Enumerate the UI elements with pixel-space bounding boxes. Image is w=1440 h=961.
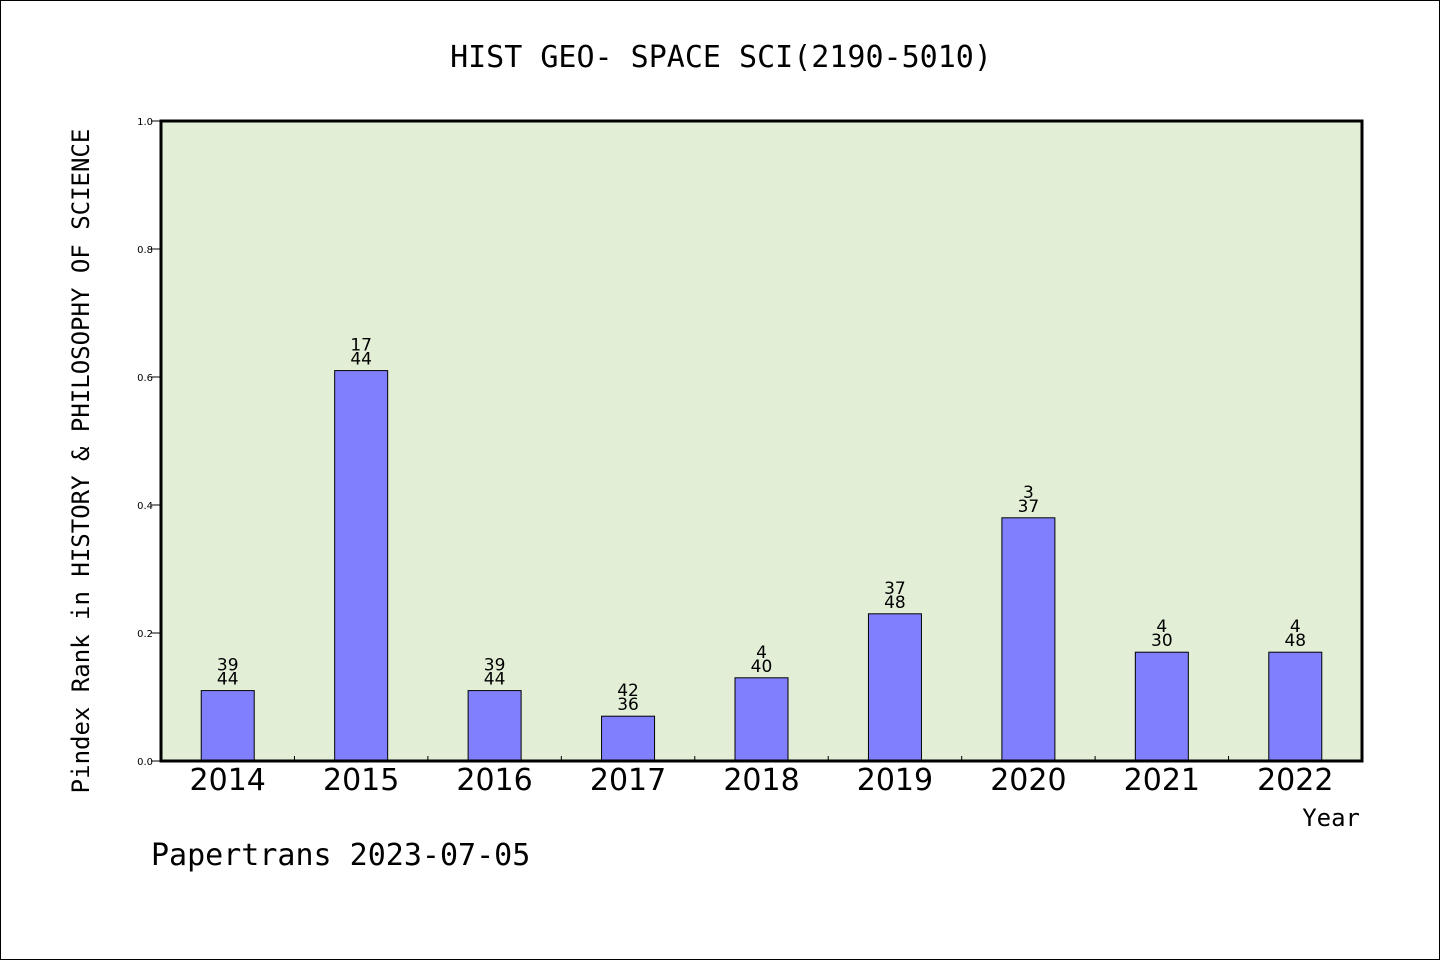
y-tick-label: 0.6 [137,373,153,384]
bar-2020 [1001,517,1056,762]
y-axis: 0.0 0.2 0.4 0.6 0.8 1.0 [137,117,161,768]
bar-2021 [1134,651,1189,762]
y-axis-label: Pindex Rank in HISTORY & PHILOSOPHY OF S… [67,129,95,794]
data-label-bottom: 48 [1284,631,1306,651]
bar-2019 [867,613,922,762]
data-label-top: 4 [1290,617,1301,637]
x-tick-label: 2015 [323,763,399,798]
x-axis: 2014 2015 2016 2017 2018 2019 2020 2021 2022 [190,756,1333,798]
y-tick-label: 0.0 [137,757,153,768]
chart-title: HIST GEO- SPACE SCI(2190-5010) [450,40,992,75]
x-tick-label: 2020 [990,763,1066,798]
data-label-bottom: 44 [217,670,239,690]
data-label-bottom: 40 [751,657,773,677]
data-label-top: 3 [1023,483,1034,503]
x-tick-label: 2014 [190,763,266,798]
y-tick-label: 0.2 [137,629,153,640]
x-tick-label: 2021 [1124,763,1200,798]
data-label-top: 39 [217,656,239,676]
y-tick-label: 0.8 [137,245,153,256]
data-label-top: 4 [756,643,767,663]
x-tick-label: 2022 [1257,763,1333,798]
data-label-bottom: 44 [484,670,506,690]
data-label-bottom: 30 [1151,631,1173,651]
bar-2018 [734,677,789,762]
data-label-top: 42 [617,681,639,701]
x-tick-label: 2019 [857,763,933,798]
data-label-top: 39 [484,656,506,676]
bar-2022 [1268,651,1323,762]
bar-2016 [467,690,522,762]
footer-text: Papertrans 2023-07-05 [151,838,530,873]
data-label-top: 4 [1156,617,1167,637]
bars [200,370,1323,762]
bar-2015 [334,370,389,762]
y-tick-label: 1.0 [137,117,153,128]
data-label-bottom: 36 [617,695,639,715]
plot-border [159,119,1364,763]
bar-2017 [601,715,656,762]
data-label-bottom: 37 [1018,497,1040,517]
bar-2014 [200,690,255,762]
x-tick-label: 2017 [590,763,666,798]
x-axis-label: Year [1302,804,1360,832]
data-label-top: 37 [884,579,906,599]
data-label-top: 17 [350,336,372,356]
x-tick-label: 2016 [456,763,532,798]
y-tick-label: 0.4 [137,501,153,512]
data-label-bottom: 44 [350,350,372,370]
data-label-bottom: 48 [884,593,906,613]
x-tick-label: 2018 [723,763,799,798]
